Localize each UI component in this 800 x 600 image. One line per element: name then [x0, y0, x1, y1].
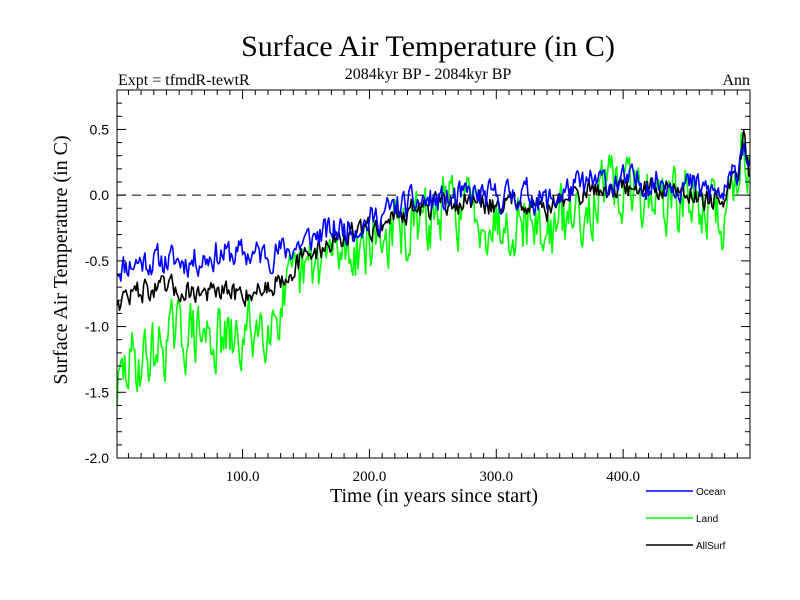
y-axis-label: Surface Air Temperature (in C) [50, 135, 72, 384]
chart-title: Surface Air Temperature (in C) [241, 30, 615, 63]
series-line-allsurf [117, 130, 750, 312]
axes: -2.0 -1.5 -1.0 -0.5 0.0 0.5 100.0 200.0 300.0 400… [85, 89, 751, 485]
season-label: Ann [722, 72, 750, 89]
period-label: 2084kyr BP - 2084kyr BP [345, 66, 512, 83]
plot-frame [116, 89, 751, 459]
y-tick-label: -2.0 [85, 450, 109, 466]
y-tick-label: -1.0 [85, 319, 109, 335]
legend-label-land: Land [696, 514, 718, 525]
legend: Ocean Land AllSurf [646, 487, 726, 552]
legend-label-ocean: Ocean [696, 487, 725, 498]
y-tick-label: -1.5 [85, 384, 109, 400]
x-axis-label: Time (in years since start) [330, 485, 538, 507]
x-tick-label: 400.0 [606, 469, 640, 485]
series-line-land [117, 132, 750, 407]
y-tick-label: -0.5 [85, 253, 109, 269]
x-tick-label: 300.0 [479, 469, 513, 485]
x-tick-label: 100.0 [226, 469, 260, 485]
series-line-ocean [117, 142, 750, 282]
experiment-label: Expt = tfmdR-tewtR [118, 72, 250, 89]
x-tick-label: 200.0 [353, 469, 387, 485]
plot-area [117, 130, 750, 407]
y-tick-label: 0.5 [90, 121, 110, 137]
legend-label-allsurf: AllSurf [696, 541, 726, 552]
title-layer: Surface Air Temperature (in C) Expt = tf… [118, 30, 750, 89]
y-tick-label: 0.0 [90, 187, 110, 203]
